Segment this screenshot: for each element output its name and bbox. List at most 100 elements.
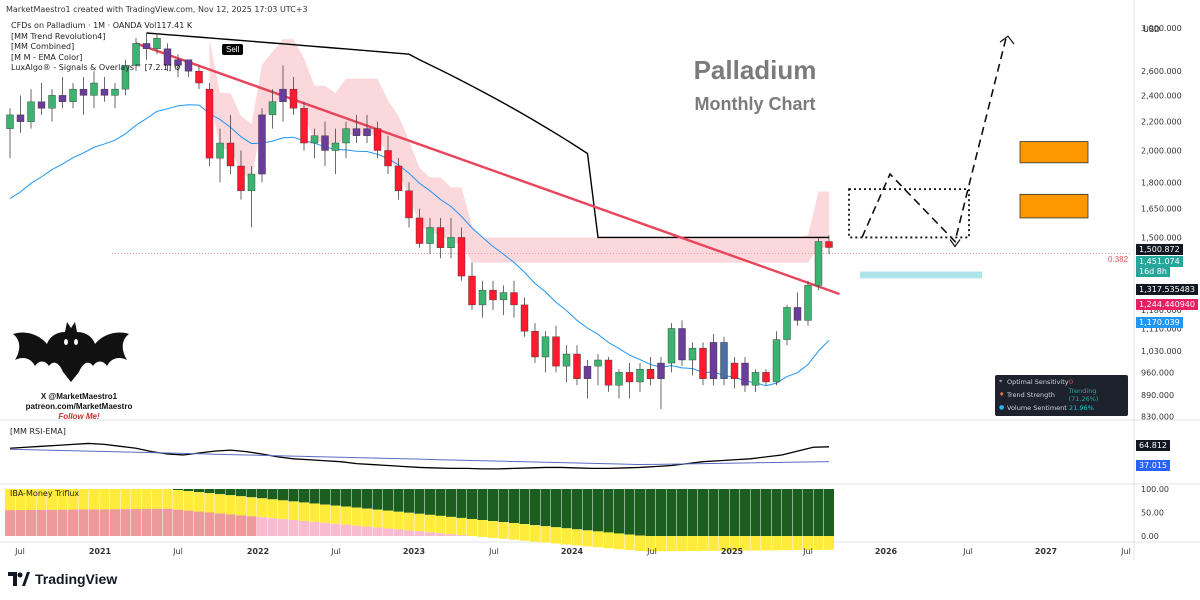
triflux-green-bar [257, 489, 267, 499]
triflux-yellow-bar [68, 489, 78, 510]
rsi-line [9, 442, 830, 470]
flame-icon: ♦ [999, 391, 1005, 398]
triflux-yellow-bar [404, 512, 414, 531]
triflux-green-bar [404, 489, 414, 513]
indicator-4[interactable]: LuxAlgo® - Signals & Overlays™ [7.2.1] ⚙ [11, 63, 181, 72]
triflux-yellow-bar [803, 536, 813, 551]
candle-body [499, 292, 508, 301]
price-tag-last-close: 1,451.074 [1136, 256, 1183, 267]
triflux-red-bar [204, 512, 215, 536]
triflux-yellow-bar [351, 507, 362, 526]
triflux-red-bar [26, 509, 36, 536]
triflux-red-bar [288, 520, 299, 536]
triflux-red-bar [5, 510, 15, 536]
triflux-yellow-bar [152, 489, 162, 509]
triflux-yellow-bar [89, 489, 99, 510]
triflux-yellow-bar [582, 530, 593, 547]
triflux-yellow-bar [236, 496, 246, 516]
triflux-yellow-bar [26, 489, 36, 510]
triflux-red-bar [267, 518, 278, 536]
candle-body [667, 328, 676, 364]
triflux-yellow-bar [708, 536, 719, 551]
triflux-yellow-bar [425, 514, 435, 533]
triflux-green-bar [782, 489, 792, 536]
info-label: Volume Sentiment [1007, 403, 1067, 412]
candle-body [646, 369, 655, 379]
triflux-green-bar [803, 489, 813, 536]
triflux-red-bar [446, 534, 456, 536]
candle-body [195, 70, 203, 84]
candle-body [720, 342, 728, 379]
triflux-red-bar [299, 520, 309, 536]
triflux-green-bar [425, 489, 435, 515]
candle-body [69, 88, 77, 102]
triflux-yellow-bar [246, 497, 257, 517]
triflux-green-bar [393, 489, 404, 512]
candle-body [352, 128, 361, 136]
info-label: Optimal Sensitivity [1007, 377, 1069, 386]
triflux-red-bar [362, 526, 372, 536]
triflux-red-bar [183, 510, 194, 536]
triflux-green-bar [603, 489, 614, 533]
triflux-green-bar [729, 489, 740, 536]
candle-body [37, 101, 46, 109]
candle-body [237, 165, 245, 192]
triflux-red-bar [257, 517, 267, 536]
x-tick-label: Jul [962, 547, 973, 556]
candle-body [531, 330, 539, 358]
triflux-yellow-bar [666, 536, 677, 552]
indicator-2[interactable]: [MM Combined] [11, 42, 75, 51]
symbol-line[interactable]: CFDs on Palladium · 1M · OANDA Vol117.41… [11, 21, 193, 30]
tradingview-logo[interactable]: TradingView [8, 571, 117, 587]
triflux-green-bar [299, 489, 309, 503]
triflux-red-bar [393, 529, 404, 536]
triflux-yellow-bar [372, 509, 383, 528]
info-row-volume: ● Volume Sentiment 21.96% [995, 401, 1128, 414]
triflux-green-bar [498, 489, 509, 523]
candle-body [342, 128, 350, 144]
candle-body [478, 289, 487, 306]
triflux-green-bar [351, 489, 362, 508]
candle-body [604, 359, 613, 386]
triflux-green-bar [383, 489, 393, 511]
triflux-green-bar [246, 489, 257, 498]
candle-body [814, 241, 823, 286]
triflux-green-bar [572, 489, 582, 530]
triflux-green-bar [740, 489, 750, 536]
candle-body [615, 372, 623, 386]
candle-body [783, 307, 791, 340]
triflux-green-bar [687, 489, 698, 536]
triflux-yellow-bar [131, 489, 141, 510]
triflux-yellow-bar [435, 515, 446, 534]
triflux-green-bar [771, 489, 782, 536]
candle-body [48, 95, 56, 109]
triflux-pane-label[interactable]: IBA-Money Triflux [10, 489, 80, 498]
triflux-yellow-bar [551, 527, 561, 544]
triflux-red-bar [162, 508, 173, 536]
support-zone [860, 271, 982, 279]
triflux-yellow-bar [141, 489, 152, 509]
candle-body [184, 59, 193, 72]
rsi-value-tag: 64.812 [1136, 440, 1170, 451]
fib-level-label: 0.382 [1108, 255, 1129, 264]
candle-body [762, 372, 770, 383]
triflux-yellow-bar [99, 489, 110, 510]
triflux-yellow-bar [120, 489, 131, 510]
triflux-green-bar [624, 489, 635, 535]
x-tick-label: 2026 [875, 547, 898, 556]
projection-path [861, 37, 1007, 244]
triflux-yellow-bar [257, 498, 267, 518]
triflux-yellow-bar [36, 489, 47, 510]
candle-body [657, 362, 665, 379]
triflux-red-bar [404, 530, 414, 536]
rsi-pane-label[interactable]: [MM RSI-EMA] [10, 427, 66, 436]
indicator-1[interactable]: [MM Trend Revolution4] [11, 31, 106, 41]
triflux-yellow-bar [309, 503, 320, 522]
indicator-3[interactable]: [M M - EMA Color] [11, 52, 83, 62]
triflux-red-bar [78, 509, 89, 536]
triflux-yellow-bar [561, 528, 572, 545]
candle-body [310, 135, 319, 144]
triflux-y-tick: 50.00 [1141, 509, 1164, 518]
info-value: 0 [1069, 377, 1074, 386]
